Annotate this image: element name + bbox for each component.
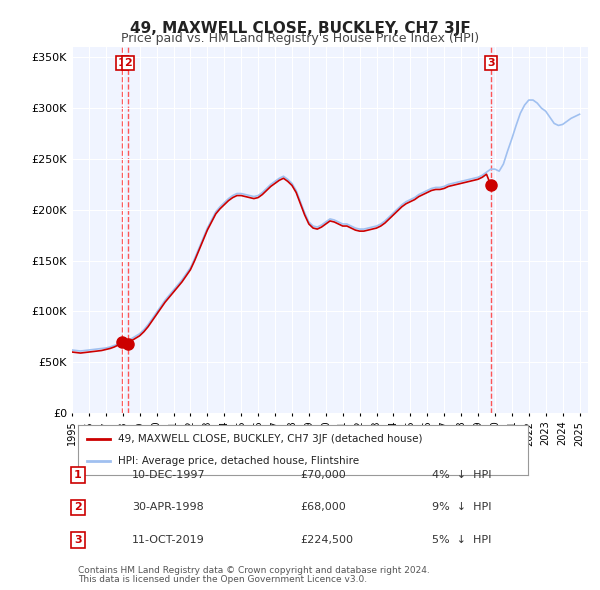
Text: £224,500: £224,500 bbox=[300, 535, 353, 545]
Text: £70,000: £70,000 bbox=[300, 470, 346, 480]
Text: This data is licensed under the Open Government Licence v3.0.: This data is licensed under the Open Gov… bbox=[78, 575, 367, 584]
Text: 5%  ↓  HPI: 5% ↓ HPI bbox=[432, 535, 491, 545]
Text: 11-OCT-2019: 11-OCT-2019 bbox=[132, 535, 205, 545]
Text: 4%  ↓  HPI: 4% ↓ HPI bbox=[432, 470, 491, 480]
Text: 49, MAXWELL CLOSE, BUCKLEY, CH7 3JF: 49, MAXWELL CLOSE, BUCKLEY, CH7 3JF bbox=[130, 21, 470, 35]
Text: HPI: Average price, detached house, Flintshire: HPI: Average price, detached house, Flin… bbox=[119, 456, 359, 466]
Text: 9%  ↓  HPI: 9% ↓ HPI bbox=[432, 503, 491, 512]
Text: 10-DEC-1997: 10-DEC-1997 bbox=[132, 470, 206, 480]
Text: 2: 2 bbox=[74, 503, 82, 512]
Text: 2: 2 bbox=[124, 58, 132, 68]
Text: 49, MAXWELL CLOSE, BUCKLEY, CH7 3JF (detached house): 49, MAXWELL CLOSE, BUCKLEY, CH7 3JF (det… bbox=[119, 434, 423, 444]
Text: 1: 1 bbox=[74, 470, 82, 480]
Text: Price paid vs. HM Land Registry's House Price Index (HPI): Price paid vs. HM Land Registry's House … bbox=[121, 32, 479, 45]
Text: 3: 3 bbox=[74, 535, 82, 545]
Text: £68,000: £68,000 bbox=[300, 503, 346, 512]
Text: Contains HM Land Registry data © Crown copyright and database right 2024.: Contains HM Land Registry data © Crown c… bbox=[78, 566, 430, 575]
Text: 1: 1 bbox=[118, 58, 126, 68]
Text: 3: 3 bbox=[487, 58, 495, 68]
Text: 30-APR-1998: 30-APR-1998 bbox=[132, 503, 204, 512]
